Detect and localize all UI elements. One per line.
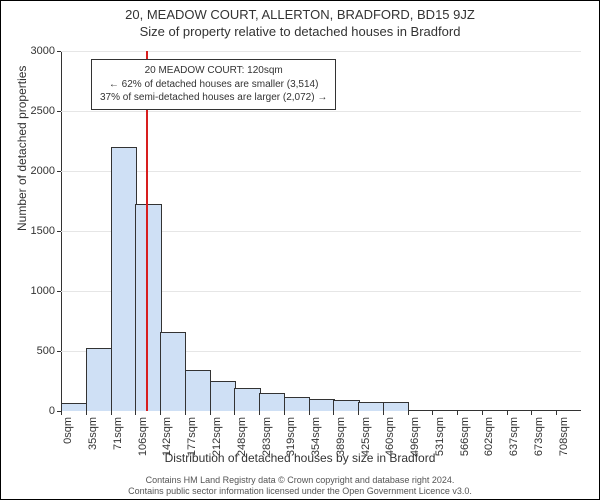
ytick-label: 500 — [37, 345, 61, 357]
xtick-mark — [284, 411, 285, 415]
xtick-label: 35sqm — [87, 417, 99, 450]
xtick-label: 71sqm — [112, 417, 124, 450]
xtick-mark — [531, 411, 532, 415]
xtick-mark — [111, 411, 112, 415]
xtick-label: 0sqm — [62, 417, 74, 444]
xtick-mark — [185, 411, 186, 415]
plot-canvas: 0500100015002000250030000sqm35sqm71sqm10… — [61, 51, 581, 411]
footer-line-2: Contains public sector information licen… — [1, 486, 599, 497]
xtick-mark — [507, 411, 508, 415]
histogram-bar — [333, 400, 359, 411]
x-axis-label: Distribution of detached houses by size … — [1, 451, 599, 465]
chart-frame: 20, MEADOW COURT, ALLERTON, BRADFORD, BD… — [0, 0, 600, 500]
xtick-mark — [309, 411, 310, 415]
histogram-bar — [185, 370, 211, 411]
ytick-label: 2500 — [31, 105, 61, 117]
xtick-mark — [383, 411, 384, 415]
xtick-mark — [333, 411, 334, 415]
xtick-mark — [432, 411, 433, 415]
gridline — [61, 111, 581, 112]
histogram-bar — [284, 397, 310, 411]
footer-attribution: Contains HM Land Registry data © Crown c… — [1, 475, 599, 498]
gridline — [61, 171, 581, 172]
xtick-mark — [160, 411, 161, 415]
xtick-mark — [210, 411, 211, 415]
gridline — [61, 51, 581, 52]
ytick-label: 0 — [49, 405, 61, 417]
xtick-mark — [457, 411, 458, 415]
footer-line-1: Contains HM Land Registry data © Crown c… — [1, 475, 599, 486]
xtick-mark — [259, 411, 260, 415]
ytick-label: 1500 — [31, 225, 61, 237]
histogram-bar — [135, 204, 161, 411]
xtick-mark — [135, 411, 136, 415]
histogram-bar — [86, 348, 112, 411]
annotation-line: 20 MEADOW COURT: 120sqm — [100, 64, 327, 78]
ytick-label: 1000 — [31, 285, 61, 297]
plot-area: 0500100015002000250030000sqm35sqm71sqm10… — [61, 51, 581, 411]
xtick-mark — [86, 411, 87, 415]
histogram-bar — [234, 388, 260, 411]
xtick-mark — [61, 411, 62, 415]
annotation-line: ← 62% of detached houses are smaller (3,… — [100, 78, 327, 92]
ytick-label: 2000 — [31, 165, 61, 177]
histogram-bar — [210, 381, 236, 411]
xtick-mark — [556, 411, 557, 415]
title-main: 20, MEADOW COURT, ALLERTON, BRADFORD, BD… — [1, 7, 599, 22]
histogram-bar — [309, 399, 335, 411]
xtick-mark — [482, 411, 483, 415]
histogram-bar — [111, 147, 137, 411]
xtick-mark — [234, 411, 235, 415]
histogram-bar — [61, 403, 87, 411]
xtick-mark — [358, 411, 359, 415]
histogram-bar — [358, 402, 384, 411]
histogram-bar — [259, 393, 285, 411]
xtick-mark — [408, 411, 409, 415]
ytick-label: 3000 — [31, 45, 61, 57]
histogram-bar — [160, 332, 186, 411]
y-axis-label: Number of detached properties — [15, 66, 29, 231]
title-sub: Size of property relative to detached ho… — [1, 24, 599, 39]
annotation-line: 37% of semi-detached houses are larger (… — [100, 91, 327, 105]
annotation-box: 20 MEADOW COURT: 120sqm← 62% of detached… — [91, 59, 336, 110]
histogram-bar — [383, 402, 409, 411]
